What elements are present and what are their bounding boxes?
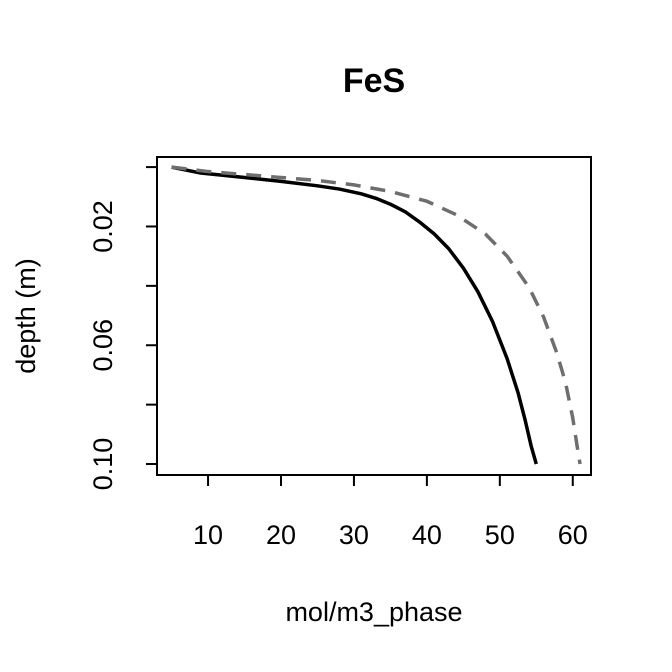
x-tick-label: 60 (558, 520, 588, 550)
y-axis-label: depth (m) (11, 258, 41, 374)
series-layer (171, 165, 582, 465)
x-axis: 10 20 30 40 50 60 (193, 474, 588, 550)
x-axis-label: mol/m3_phase (285, 597, 462, 627)
y-axis: 0.02 0.06 0.10 (88, 166, 158, 491)
y-tick-label: 0.02 (88, 200, 118, 253)
y-tick-label: 0.06 (88, 319, 118, 372)
series-line-2 (171, 165, 582, 465)
x-tick-label: 30 (339, 520, 369, 550)
x-tick-label: 40 (412, 520, 442, 550)
x-tick-label: 50 (485, 520, 515, 550)
x-tick-label: 20 (266, 520, 296, 550)
chart-title: FeS (343, 62, 405, 100)
x-tick-label: 10 (193, 520, 223, 550)
y-tick-label: 0.10 (88, 438, 118, 491)
series-line-1 (171, 165, 538, 465)
